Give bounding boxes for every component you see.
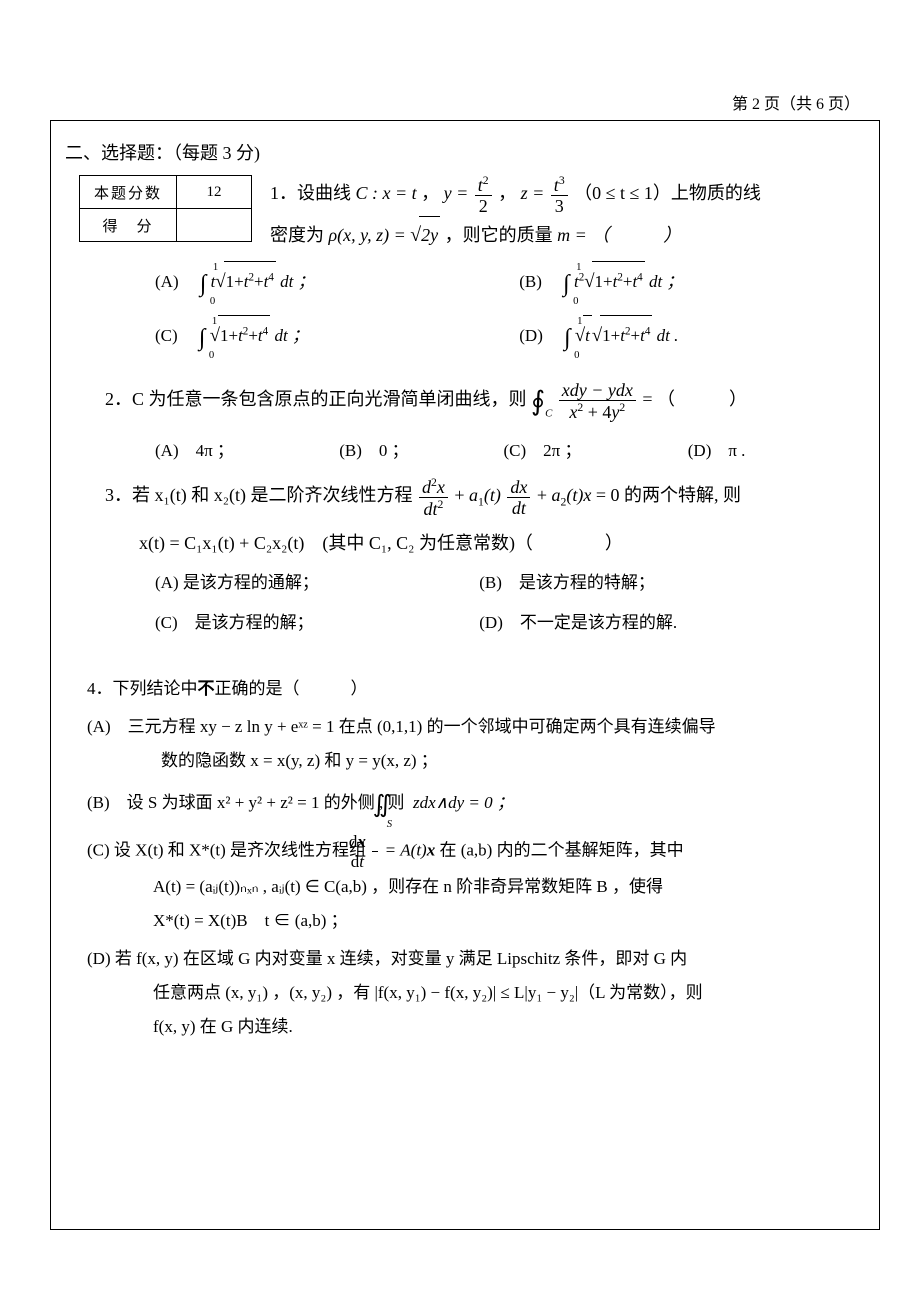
q4-C1: (C) 设 X(t) 和 X*(t) 是齐次线性方程组: [87, 841, 370, 860]
q1-A-lbl: (A): [155, 272, 196, 291]
q3-a1: a: [469, 485, 478, 505]
q4-D3: f(x, y) 在 G 内连续.: [65, 1010, 865, 1044]
q1-l2b: ，则它的质量: [445, 225, 558, 245]
q4-C1c: 在 (a,b) 内的二个基解矩阵，其中: [439, 841, 683, 860]
exam-page: 第 2 页（共 6 页） 二、选择题：（每题 3 分) 本题分数 12 得 分 …: [0, 0, 920, 1300]
q1-optB: (B) ∫10 t21+t2+t4 dt ；: [519, 257, 683, 312]
q3-a1t: (t): [484, 485, 501, 505]
q1-optA: (A) ∫10 t1+t2+t4 dt ；: [155, 257, 515, 312]
q1-B-dt: dt ；: [645, 272, 684, 291]
q3-opts-cd: (C) 是该方程的解； (D) 不一定是该方程的解.: [65, 603, 865, 642]
q2-optB: (B) 0 ；: [339, 431, 499, 470]
score-label-1: 本题分数: [80, 176, 177, 209]
q3-t1: 3．若 x₁(t) 和 x₂(t) 是二阶齐次线性方程: [105, 485, 417, 505]
int-icon: ∫10: [199, 311, 206, 366]
q4-t2: 正确的是（ ）: [215, 679, 368, 698]
q3-plus2: +: [537, 485, 552, 505]
q2-optC: (C) 2π ；: [504, 431, 684, 470]
q4-optC1: (C) 设 X(t) 和 X*(t) 是齐次线性方程组 dxdt = A(t)x…: [65, 833, 865, 870]
q1-y: y =: [444, 183, 473, 203]
q1-optC: (C) ∫10 1+t2+t4 dt ；: [155, 311, 515, 366]
q4-C3: X*(t) = X(t)B t ∈ (a,b) ；: [65, 904, 865, 938]
q3-dx: dxdt: [507, 478, 530, 517]
page-number: 第 2 页（共 6 页）: [732, 90, 860, 114]
q2-optD: (D) π .: [688, 431, 746, 470]
q3-optB: (B) 是该方程的特解；: [479, 563, 655, 602]
score-label-2: 得 分: [80, 209, 177, 242]
q2-optA: (A) 4π ；: [155, 431, 335, 470]
q1-D-dt: dt .: [652, 326, 678, 345]
q4-A2: 数的隐函数 x = x(y, z) 和 y = y(x, z) ；: [65, 744, 865, 778]
q1-C-dt: dt ；: [270, 326, 309, 345]
q4-bold: 不: [198, 679, 215, 698]
q1-C-lbl: (C): [155, 326, 195, 345]
q1-prefix: 1．设曲线: [270, 183, 356, 203]
q1-D-sqrt: 1+t2+t4: [592, 314, 652, 357]
q2-body: 2．C 为任意一条包含原点的正向光滑简单闭曲线，则: [105, 389, 531, 409]
q4-B1: (B) 设 S 为球面 x² + y² + z² = 1 的外侧 , 则: [87, 793, 409, 812]
int-icon: ∫10: [564, 311, 571, 366]
q4-t1: 4．下列结论中: [87, 679, 198, 698]
q1-A-sqrt: 1+t2+t4: [215, 260, 275, 303]
score-value-2: [177, 209, 252, 242]
q1-A-dt: dt ；: [276, 272, 315, 291]
q2-end: = （ ）: [642, 389, 747, 409]
q4-B2: zdx∧dy = 0 ；: [413, 793, 514, 812]
score-value-1: 12: [177, 176, 252, 209]
q1-opts-cd: (C) ∫10 1+t2+t4 dt ； (D) ∫10 t1+t2+t4 dt…: [65, 311, 865, 366]
q4-optB: (B) 设 S 为球面 x² + y² + z² = 1 的外侧 , 则 ∬S …: [65, 782, 865, 830]
score-table: 本题分数 12 得 分: [79, 175, 252, 242]
q1-C-sqrt: 1+t2+t4: [210, 314, 270, 357]
q3-d2x: d2xdt2: [419, 477, 448, 518]
q3-opts-ab: (A) 是该方程的通解； (B) 是该方程的特解；: [65, 563, 865, 602]
q3-line2: x(t) = C₁x₁(t) + C₂x₂(t) (其中 C₁, C₂ 为任意常…: [65, 524, 865, 564]
q1-frac-y: t22: [475, 175, 492, 215]
q3-t2: 的两个特解, 则: [624, 485, 741, 505]
q1-D-sqrt-t: t: [575, 314, 592, 357]
q1-B-lbl: (B): [519, 272, 559, 291]
q4-C2: A(t) = (aᵢⱼ(t))ₙₓₙ , aᵢⱼ(t) ∈ C(a,b) ，则存…: [65, 870, 865, 904]
q2-opts: (A) 4π ； (B) 0 ； (C) 2π ； (D) π .: [65, 431, 865, 470]
q1-sqrt2y: 2y: [410, 215, 440, 257]
oint-icon: ∮C: [531, 386, 552, 416]
q4-C1b: = A(t): [385, 841, 427, 860]
q1-optD: (D) ∫10 t1+t2+t4 dt .: [519, 311, 678, 366]
q1-rho: ρ(x, y, z) =: [329, 225, 411, 245]
q2-frac: xdy − ydx x2 + 4y2: [559, 381, 636, 421]
q1-l2a: 密度为: [270, 225, 329, 245]
q1-mass: m = （ ）: [557, 225, 681, 245]
q4-optA: (A) 三元方程 xy − z ln y + eˣᶻ = 1 在点 (0,1,1…: [65, 710, 865, 744]
q3-eq0: = 0: [591, 485, 619, 505]
content-frame: 二、选择题：（每题 3 分) 本题分数 12 得 分 1．设曲线 C : x =…: [50, 120, 880, 1230]
q1-opts-ab: (A) ∫10 t1+t2+t4 dt ； (B) ∫10 t21+t2+t4 …: [65, 257, 865, 312]
q1-sep1: ，: [421, 183, 439, 203]
q4-Cx: x: [427, 841, 436, 860]
q3-a2tx: (t)x: [566, 485, 591, 505]
q3-optA: (A) 是该方程的通解；: [155, 563, 475, 602]
q1-B-sqrt: 1+t2+t4: [584, 260, 644, 303]
q1-sep2: ，: [498, 183, 516, 203]
section-title: 二、选择题：（每题 3 分): [65, 139, 865, 165]
q1-range: （0 ≤ t ≤ 1）上物质的线: [574, 183, 761, 203]
q4-C-frac: dxdt: [372, 833, 378, 870]
q2-text: 2．C 为任意一条包含原点的正向光滑简单闭曲线，则 ∮C xdy − ydx x…: [65, 372, 865, 431]
q3-plus1: +: [454, 485, 469, 505]
q3-optC: (C) 是该方程的解；: [155, 603, 475, 642]
q4-title: 4．下列结论中不正确的是（ ）: [65, 672, 865, 706]
int-icon: ∫10: [563, 257, 570, 312]
q4-D2: 任意两点 (x, y₁) ，(x, y₂) ，有 |f(x, y₁) − f(x…: [65, 976, 865, 1010]
q1-frac-z: t33: [551, 175, 568, 215]
int-icon: ∫10: [200, 257, 207, 312]
q4-D1: (D) 若 f(x, y) 在区域 G 内对变量 x 连续，对变量 y 满足 L…: [65, 942, 865, 976]
q3-optD: (D) 不一定是该方程的解.: [479, 603, 677, 642]
q3-line1: 3．若 x₁(t) 和 x₂(t) 是二阶齐次线性方程 d2xdt2 + a1(…: [65, 476, 865, 517]
q1-curve: C : x = t: [356, 183, 417, 203]
q1-z: z =: [521, 183, 549, 203]
q4-A1: (A) 三元方程 xy − z ln y + eˣᶻ = 1 在点 (0,1,1…: [87, 717, 716, 736]
q1-D-lbl: (D): [519, 326, 560, 345]
